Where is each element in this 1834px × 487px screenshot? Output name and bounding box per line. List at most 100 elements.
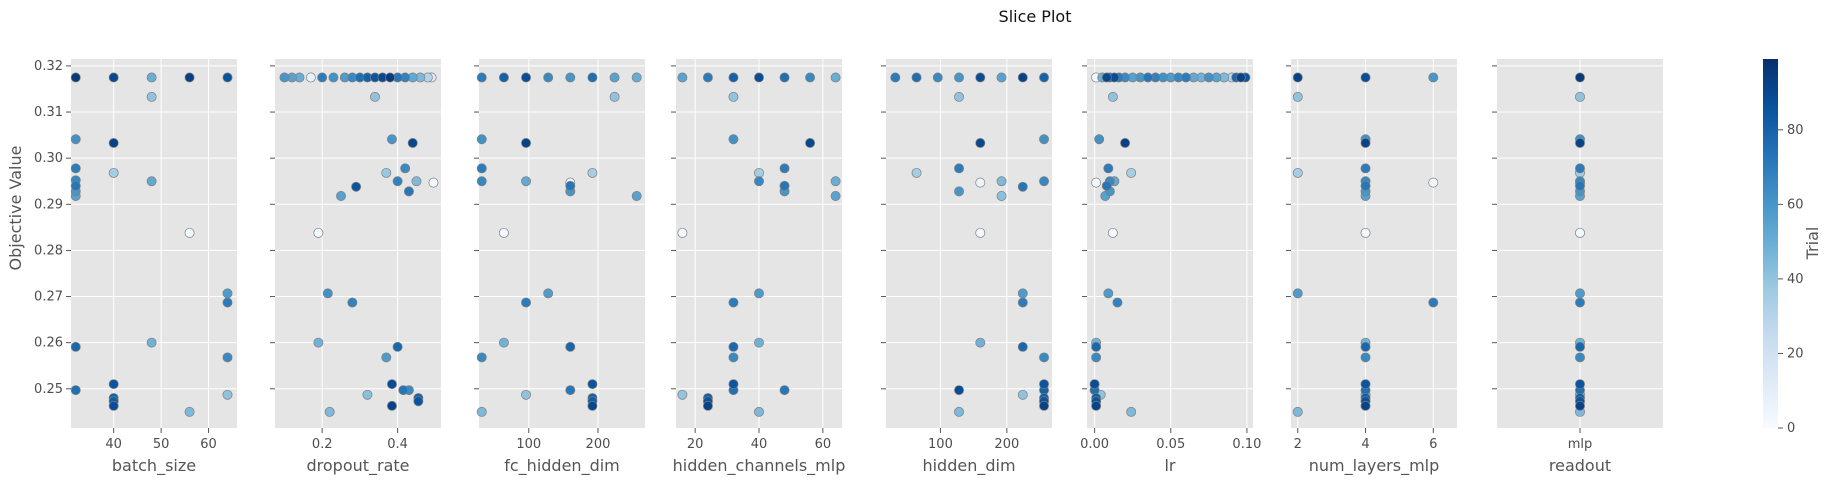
x-axis-label: readout	[1549, 456, 1611, 475]
y-tick-label: 0.32	[34, 59, 63, 74]
data-point	[347, 297, 358, 308]
y-tick-label: 0.25	[34, 382, 63, 397]
data-point	[324, 406, 335, 417]
data-point	[1107, 227, 1118, 238]
x-tick-label: 60	[815, 437, 832, 452]
data-point	[1575, 137, 1585, 148]
data-point	[381, 167, 392, 178]
data-point	[565, 180, 576, 191]
data-point	[830, 72, 841, 83]
data-point	[521, 176, 531, 187]
panel-dropout-rate: 0.2 0.4 dropout_rate	[270, 59, 441, 476]
data-point	[184, 227, 195, 238]
data-point	[975, 337, 986, 348]
data-point	[1039, 379, 1049, 390]
data-point	[1017, 181, 1028, 192]
data-point	[521, 389, 531, 400]
y-tick-label: 0.30	[34, 151, 63, 166]
data-point	[521, 297, 531, 308]
data-point	[1575, 400, 1585, 411]
x-axis-label: dropout_rate	[306, 456, 409, 476]
x-axis-label: batch_size	[112, 456, 196, 476]
data-point	[70, 72, 81, 83]
x-tick-label: 200	[994, 437, 1019, 452]
data-point	[543, 72, 554, 83]
data-point	[1039, 400, 1049, 411]
data-point	[1126, 406, 1137, 417]
data-point	[954, 91, 964, 102]
data-point	[1360, 227, 1371, 238]
data-point	[754, 72, 764, 83]
data-point	[1292, 91, 1303, 102]
data-point	[146, 176, 157, 187]
data-point	[1039, 176, 1049, 187]
data-point	[1575, 379, 1585, 390]
data-point	[728, 352, 739, 363]
data-point	[1107, 91, 1118, 102]
data-point	[677, 227, 688, 238]
data-point	[1235, 72, 1246, 83]
data-point	[1360, 163, 1371, 174]
colorbar-tick-label: 80	[1787, 123, 1804, 138]
data-point	[1575, 341, 1585, 352]
x-axis-label: num_layers_mlp	[1309, 456, 1440, 476]
x-tick-label: 200	[586, 437, 611, 452]
data-point	[305, 72, 316, 83]
data-point	[1126, 167, 1137, 178]
data-point	[728, 134, 739, 145]
data-point	[1091, 177, 1102, 188]
data-point	[702, 72, 713, 83]
data-point	[1091, 400, 1102, 411]
data-point	[362, 389, 373, 400]
data-point	[954, 385, 964, 396]
data-point	[108, 72, 119, 83]
data-point	[146, 72, 157, 83]
data-point	[954, 186, 964, 197]
x-tick-label: 4	[1361, 437, 1369, 452]
data-point	[1203, 72, 1214, 83]
plot-background	[1087, 59, 1253, 428]
data-point	[1089, 379, 1100, 390]
x-tick-label: 0.05	[1156, 437, 1185, 452]
data-point	[1360, 400, 1371, 411]
x-axis-label: lr	[1164, 456, 1175, 475]
data-point	[222, 288, 233, 299]
data-point	[728, 379, 739, 390]
data-point	[631, 191, 642, 201]
data-point	[70, 385, 81, 396]
x-tick-label: 2	[1294, 437, 1302, 452]
chart-title: Slice Plot	[999, 7, 1072, 26]
data-point	[1181, 72, 1191, 83]
data-point	[313, 337, 324, 348]
data-point	[381, 352, 392, 363]
plot-background	[1291, 59, 1457, 428]
data-point	[954, 406, 964, 417]
data-point	[587, 167, 598, 178]
x-tick-label: 0.10	[1232, 437, 1261, 452]
panel-fc-hidden-dim: 100 200 fc_hidden_dim	[474, 59, 645, 476]
data-point	[498, 72, 509, 83]
data-point	[805, 137, 816, 148]
y-axis-label: Objective Value	[6, 146, 25, 271]
colorbar-tick-label: 20	[1787, 346, 1804, 361]
data-point	[631, 72, 642, 83]
data-point	[830, 191, 841, 201]
data-point	[498, 337, 509, 348]
data-point	[400, 163, 411, 174]
data-point	[754, 176, 764, 187]
data-point	[521, 72, 531, 83]
panel-hidden-dim: 100 200 hidden_dim	[881, 59, 1052, 476]
y-tick-label: 0.29	[34, 197, 63, 212]
data-point	[428, 177, 439, 188]
data-point	[407, 137, 418, 148]
data-point	[146, 91, 157, 102]
x-tick-label: 50	[153, 437, 170, 452]
data-point	[779, 72, 790, 83]
data-point	[975, 227, 986, 238]
data-point	[996, 72, 1007, 83]
x-tick-label: 0.4	[387, 437, 408, 452]
data-point	[1039, 352, 1049, 363]
colorbar-tick-label: 40	[1787, 272, 1804, 287]
